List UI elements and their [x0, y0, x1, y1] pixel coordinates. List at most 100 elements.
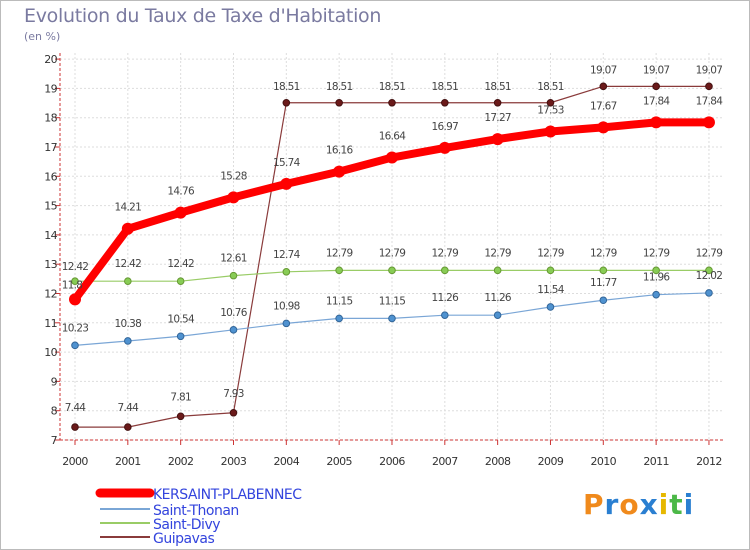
y-tick-label: 11: [44, 317, 57, 330]
data-label-kersaint-plabennec: 15.74: [273, 157, 301, 169]
data-point-guipavas: [493, 98, 502, 107]
data-label-guipavas: 18.51: [432, 81, 459, 93]
data-label-saint-thonan: 11.15: [379, 295, 406, 307]
data-label-saint-thonan: 11.96: [643, 272, 671, 284]
data-point-guipavas: [71, 423, 79, 431]
data-point-saint-divy: [441, 266, 449, 275]
data-point-saint-thonan: [388, 314, 396, 323]
data-point-saint-divy: [124, 277, 132, 285]
data-label-kersaint-plabennec: 15.28: [220, 170, 247, 182]
y-tick-label: 15: [44, 200, 57, 213]
data-label-guipavas: 18.51: [484, 81, 511, 93]
data-point-guipavas: [652, 82, 660, 91]
data-label-saint-thonan: 11.54: [537, 284, 565, 296]
data-point-saint-thonan: [176, 332, 185, 341]
data-label-kersaint-plabennec: 17.27: [484, 112, 511, 124]
data-point-saint-divy: [282, 268, 291, 276]
data-label-saint-thonan: 10.76: [220, 307, 248, 319]
data-label-kersaint-plabennec: 16.16: [326, 145, 354, 157]
data-label-kersaint-plabennec: 17.84: [643, 95, 671, 107]
x-tick-label: 2008: [485, 455, 511, 468]
legend-label-guipavas: Guipavas: [153, 531, 214, 547]
data-point-guipavas: [229, 408, 238, 417]
data-point-saint-divy: [71, 277, 79, 285]
data-point-saint-divy: [705, 266, 713, 275]
data-point-saint-thonan: [335, 314, 343, 323]
data-label-kersaint-plabennec: 17.53: [537, 104, 564, 116]
x-tick-label: 2012: [696, 455, 722, 468]
data-point-saint-thonan: [441, 311, 449, 319]
data-label-guipavas: 7.44: [118, 402, 140, 414]
legend-label-saint-thonan: Saint-Thonan: [153, 503, 239, 519]
data-point-saint-thonan: [493, 311, 502, 319]
data-label-guipavas: 18.51: [537, 81, 564, 93]
data-label-saint-thonan: 10.54: [167, 313, 195, 325]
data-point-guipavas: [599, 82, 608, 91]
x-tick-label: 2010: [590, 455, 616, 468]
y-tick-label: 18: [44, 112, 57, 125]
data-point-saint-divy: [229, 271, 238, 280]
y-tick-label: 9: [51, 375, 58, 388]
x-tick-label: 2002: [168, 455, 194, 468]
data-point-saint-thonan: [229, 326, 238, 334]
data-point-saint-divy: [388, 266, 396, 275]
data-label-guipavas: 19.07: [696, 64, 723, 76]
data-label-kersaint-plabennec: 11.8: [62, 279, 83, 291]
data-point-kersaint-plabennec: [702, 116, 715, 129]
data-point-guipavas: [546, 98, 555, 107]
data-point-saint-thonan: [705, 289, 713, 297]
data-point-saint-thonan: [652, 290, 660, 299]
data-label-saint-divy: 12.42: [167, 258, 194, 270]
data-point-kersaint-plabennec: [227, 191, 240, 204]
data-point-guipavas: [335, 98, 343, 107]
data-point-saint-divy: [652, 266, 660, 275]
x-tick-label: 2000: [62, 455, 88, 468]
data-label-guipavas: 18.51: [379, 81, 406, 93]
data-label-saint-thonan: 11.15: [326, 295, 353, 307]
data-point-guipavas: [388, 98, 396, 107]
data-label-guipavas: 18.51: [273, 81, 300, 93]
data-point-kersaint-plabennec: [69, 293, 81, 306]
x-tick-label: 2011: [643, 455, 669, 468]
data-label-saint-divy: 12.79: [484, 247, 511, 259]
y-tick-label: 7: [51, 434, 58, 447]
data-label-saint-divy: 12.79: [696, 247, 723, 259]
chart-title: Evolution du Taux de Taxe d'Habitation: [24, 5, 382, 27]
y-tick-label: 8: [51, 405, 58, 418]
data-label-saint-divy: 12.42: [115, 258, 142, 270]
x-tick-label: 2005: [326, 455, 352, 468]
data-point-guipavas: [705, 82, 713, 91]
data-point-saint-thonan: [282, 319, 291, 328]
y-tick-label: 19: [44, 82, 57, 95]
data-point-saint-thonan: [599, 296, 608, 305]
x-tick-label: 2001: [115, 455, 141, 468]
chart-unit-label: (en %): [24, 30, 61, 43]
data-label-saint-divy: 12.79: [537, 247, 564, 259]
data-label-saint-divy: 12.79: [590, 247, 617, 259]
x-tick-label: 2009: [538, 455, 564, 468]
data-point-guipavas: [282, 98, 291, 107]
data-point-guipavas: [176, 412, 185, 421]
data-point-saint-thonan: [546, 303, 555, 311]
data-label-saint-divy: 12.79: [643, 247, 670, 259]
y-tick-label: 12: [44, 288, 57, 301]
data-point-saint-divy: [599, 266, 608, 275]
y-tick-label: 17: [44, 141, 57, 154]
data-label-saint-divy: 12.74: [273, 249, 301, 261]
y-tick-label: 14: [44, 229, 57, 242]
data-label-saint-thonan: 11.26: [432, 292, 460, 304]
data-point-kersaint-plabennec: [597, 121, 610, 134]
legend-label-kersaint-plabennec: KERSAINT-PLABENNEC: [153, 487, 302, 503]
data-label-saint-divy: 12.79: [432, 247, 459, 259]
data-point-saint-divy: [546, 266, 555, 275]
data-point-kersaint-plabennec: [174, 206, 187, 219]
data-label-saint-thonan: 12.02: [696, 270, 723, 282]
data-label-kersaint-plabennec: 14.76: [167, 186, 195, 198]
x-tick-label: 2007: [432, 455, 458, 468]
data-point-saint-thonan: [71, 341, 79, 350]
data-label-kersaint-plabennec: 14.21: [115, 202, 142, 214]
proxiti-logo: Proxiti: [583, 488, 695, 521]
y-tick-label: 10: [44, 346, 57, 359]
